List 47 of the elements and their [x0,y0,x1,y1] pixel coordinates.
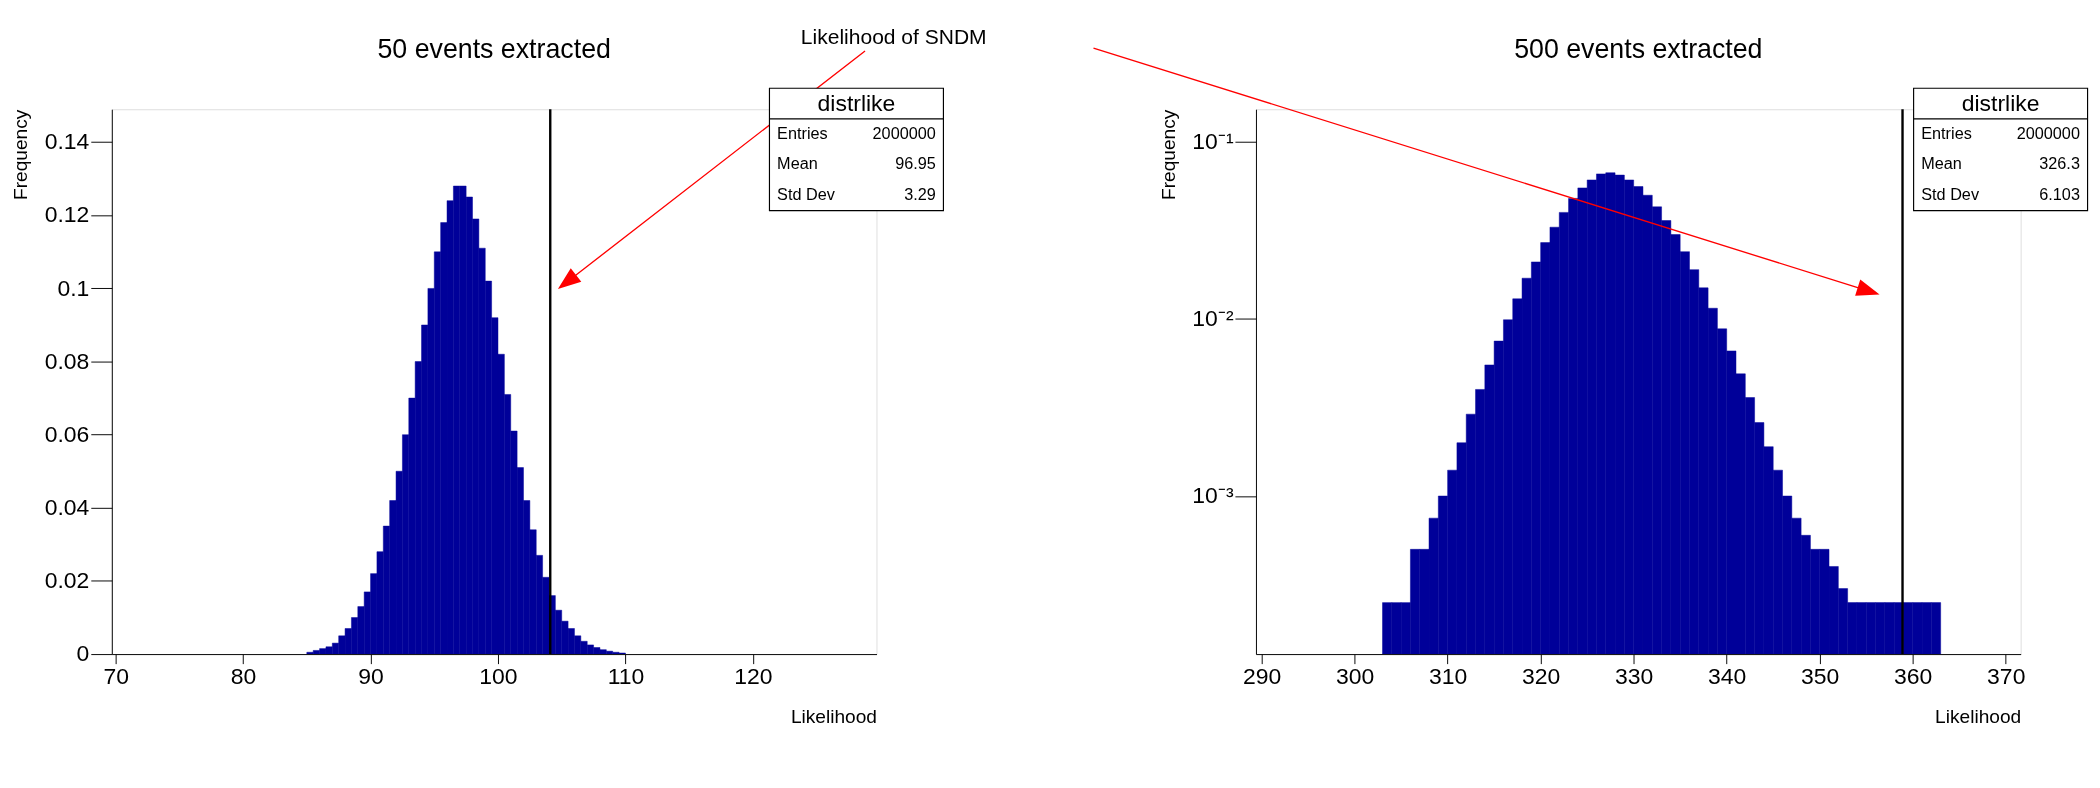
chart-title: 500 events extracted [1514,33,1763,64]
y-tick-label: 0.04 [44,493,90,520]
x-tick-label: 360 [1894,663,1933,690]
text: 6.103 [2039,185,2080,204]
chart-title: 50 events extracted [377,33,611,64]
x-tick-label: 310 [1428,663,1468,690]
annotation: 2000000 [2016,123,2080,142]
y-axis-title: Frequency [9,109,31,201]
annotation: 2000000 [872,123,936,142]
x-tick-label: 290 [1242,663,1282,690]
x-tick-label: 300 [1335,663,1375,690]
y-tick-label: 0.14 [44,128,90,155]
x-tick-label: 340 [1708,663,1747,690]
y-tick-label: 10⁻² [1192,305,1234,332]
x-tick-label: 320 [1521,663,1561,690]
x-tick-label: 350 [1801,663,1840,690]
y-tick-label: 0.08 [44,347,90,374]
annotation: Std Dev [1921,185,1980,204]
annotation: Std Dev [777,185,836,204]
text: 96.95 [895,154,936,173]
x-tick-label: 100 [479,663,518,690]
x-tick-label: 330 [1615,663,1654,690]
annotation: distrlike [1961,90,2040,117]
y-tick-label: 10⁻³ [1192,482,1234,509]
annotation: Mean [777,154,818,173]
x-axis-title: Likelihood [790,706,877,728]
x-axis-title: Likelihood [1935,706,2022,728]
x-tick-label: 70 [103,663,129,690]
annotation: Mean [1921,154,1962,173]
text: Likelihood of SNDM [800,25,987,49]
y-tick-label: 0.12 [44,201,90,228]
y-tick-label: 0.06 [44,420,90,447]
annotation: Entries [1921,123,1972,142]
y-tick-label: 0.02 [44,567,90,594]
text: 3.29 [904,185,936,204]
annotation: Entries [777,123,828,142]
x-tick-label: 370 [1987,663,2026,690]
y-tick-label: 0.1 [57,274,90,301]
y-axis-title: Frequency [1157,109,1179,201]
x-tick-label: 80 [230,663,257,690]
x-tick-label: 110 [607,663,645,690]
x-tick-label: 90 [358,663,384,690]
annotation: distrlike [817,90,896,117]
y-tick-label: 0 [76,640,90,667]
y-tick-label: 10⁻¹ [1192,128,1234,155]
x-tick-label: 120 [734,663,773,690]
text: 326.3 [2039,154,2080,173]
